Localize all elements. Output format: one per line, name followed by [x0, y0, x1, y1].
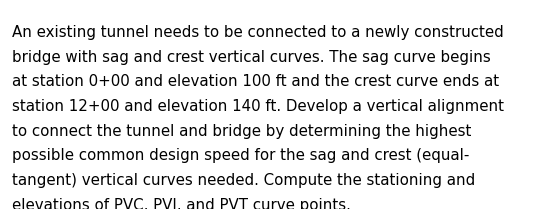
- Text: possible common design speed for the sag and crest (equal-: possible common design speed for the sag…: [12, 148, 470, 163]
- Text: An existing tunnel needs to be connected to a newly constructed: An existing tunnel needs to be connected…: [12, 25, 504, 40]
- Text: elevations of PVC, PVI, and PVT curve points.: elevations of PVC, PVI, and PVT curve po…: [12, 198, 351, 209]
- Text: station 12+00 and elevation 140 ft. Develop a vertical alignment: station 12+00 and elevation 140 ft. Deve…: [12, 99, 504, 114]
- Text: to connect the tunnel and bridge by determining the highest: to connect the tunnel and bridge by dete…: [12, 124, 472, 139]
- Text: tangent) vertical curves needed. Compute the stationing and: tangent) vertical curves needed. Compute…: [12, 173, 475, 188]
- Text: at station 0+00 and elevation 100 ft and the crest curve ends at: at station 0+00 and elevation 100 ft and…: [12, 74, 499, 89]
- Text: bridge with sag and crest vertical curves. The sag curve begins: bridge with sag and crest vertical curve…: [12, 50, 491, 65]
